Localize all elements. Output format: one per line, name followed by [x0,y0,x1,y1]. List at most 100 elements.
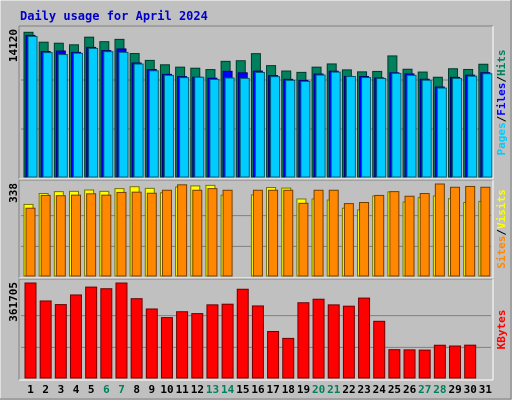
side-label-separator: / [495,115,508,122]
x-tick-label: 4 [73,383,80,396]
bar-sites-day-3 [55,195,66,277]
x-tick-label: 3 [58,383,65,396]
bar-kbytes-day-7 [115,282,128,379]
bar-pages-day-21 [330,71,341,178]
bar-sites-day-9 [146,192,157,277]
bar-kbytes-day-28 [433,344,446,379]
bar-sites-day-28 [434,183,445,277]
bar-kbytes-day-11 [176,311,189,379]
x-tick-label: 7 [118,383,125,396]
bar-pages-day-8 [133,63,144,178]
bar-kbytes-day-23 [358,297,371,379]
bar-kbytes-day-20 [312,298,325,379]
bar-sites-day-26 [404,195,415,277]
y-max-label: 361705 [7,282,20,322]
bar-kbytes-day-18 [282,337,295,379]
x-tick-label: 20 [312,383,325,396]
x-tick-label: 21 [327,383,341,396]
bar-kbytes-day-19 [297,302,310,379]
bar-sites-day-30 [465,185,476,277]
bar-sites-day-4 [70,194,81,277]
bar-sites-day-12 [192,189,203,277]
bar-kbytes-day-2 [39,300,52,379]
bar-pages-day-10 [163,74,174,178]
bar-pages-day-14 [224,77,235,178]
bar-sites-day-23 [359,202,370,277]
bar-pages-day-18 [285,79,296,178]
bar-kbytes-day-5 [85,286,98,379]
bar-pages-day-27 [421,79,432,178]
bar-sites-day-31 [480,186,491,277]
bar-pages-day-28 [436,87,447,178]
bar-kbytes-day-9 [145,308,158,379]
side-label: KBytes [495,310,508,350]
side-label-kbytes: KBytes [495,310,508,350]
x-tick-label: 9 [149,383,156,396]
bar-pages-day-31 [482,73,493,178]
bar-pages-day-15 [239,77,250,178]
x-tick-label: 5 [88,383,95,396]
x-tick-label: 26 [403,383,417,396]
bar-kbytes-day-4 [69,294,82,379]
side-label-separator: / [495,76,508,83]
x-tick-label: 15 [236,383,249,396]
bar-kbytes-day-1 [24,282,37,379]
bar-pages-day-30 [467,75,478,178]
bar-pages-day-20 [315,74,326,178]
x-tick-label: 8 [133,383,140,396]
bar-sites-day-29 [450,186,461,277]
bar-pages-day-24 [376,78,387,178]
bar-kbytes-day-25 [388,349,401,379]
bar-kbytes-day-3 [54,304,67,379]
chart-title: Daily usage for April 2024 [20,9,208,23]
bar-sites-day-2 [40,194,51,277]
x-tick-label: 14 [221,383,235,396]
panel-kbytes: 361705 [7,278,494,381]
bar-pages-day-9 [148,70,159,178]
x-tick-label: 29 [448,383,461,396]
chart-panels: 14120 338 361705 [7,25,494,381]
bar-kbytes-day-8 [130,298,143,379]
bar-pages-day-11 [179,77,190,178]
bar-sites-day-27 [419,193,430,277]
bar-pages-day-16 [254,71,265,178]
y-max-label: 14120 [7,29,20,62]
bar-kbytes-day-30 [464,344,477,379]
x-tick-label: 31 [479,383,493,396]
bar-kbytes-day-21 [327,304,340,379]
bar-pages-day-12 [194,76,205,178]
bar-pages-day-13 [209,78,220,178]
bar-sites-day-6 [101,194,112,277]
bar-pages-day-26 [406,74,417,178]
y-max-label: 338 [7,183,20,203]
bar-pages-day-17 [270,76,281,178]
side-label: Sites/Visits [495,189,508,269]
bar-sites-day-17 [268,189,279,277]
x-tick-label: 6 [103,383,110,396]
bar-kbytes-day-24 [373,320,386,379]
bar-pages-day-19 [300,80,311,178]
x-tick-label: 2 [42,383,49,396]
side-label-files: Files [495,83,508,116]
bar-kbytes-day-22 [342,305,355,379]
side-label-visits: Visits [495,189,508,229]
bar-sites-day-1 [25,207,36,277]
x-tick-label: 25 [388,383,401,396]
bar-kbytes-day-15 [236,288,249,379]
bar-kbytes-day-12 [191,313,204,379]
bar-pages-day-6 [103,51,114,178]
side-label-separator: / [495,229,508,236]
bar-sites-day-7 [116,191,127,277]
bar-sites-day-22 [343,203,354,277]
x-axis-labels: 1 2 3 4 5 6 7 8 9 10 11 12 13 14 15 16 17 18 19 20 21 22 23 24 2… [27,383,492,396]
x-tick-label: 10 [160,383,173,396]
side-label-sites: Sites [495,236,508,269]
x-tick-label: 27 [418,383,431,396]
x-tick-label: 28 [433,383,446,396]
bar-sites-day-10 [161,189,172,277]
bar-sites-day-18 [283,189,294,277]
bar-pages-day-29 [452,77,463,178]
bar-pages-day-1 [27,35,38,178]
